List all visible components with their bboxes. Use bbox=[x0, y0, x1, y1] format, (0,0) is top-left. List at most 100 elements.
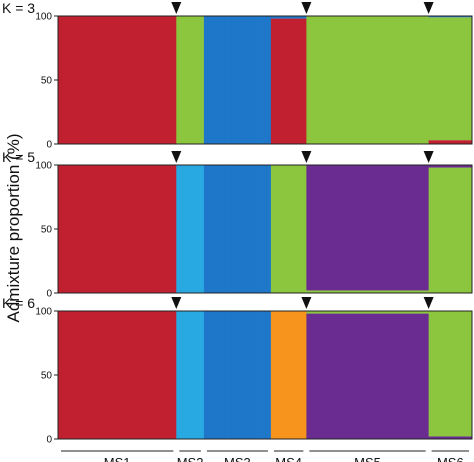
bar-segment bbox=[341, 313, 347, 439]
bar-segment bbox=[404, 165, 410, 291]
bar-segment bbox=[77, 311, 83, 439]
panel-label: K = 3 bbox=[2, 0, 35, 16]
bar-segment bbox=[432, 140, 437, 144]
bar-segment bbox=[401, 165, 406, 291]
bar-segment bbox=[341, 165, 347, 291]
bar-segment bbox=[306, 16, 311, 144]
bar-segment bbox=[286, 16, 292, 19]
bar-segment bbox=[460, 165, 465, 168]
bar-segment bbox=[105, 311, 110, 439]
bar-segment bbox=[369, 313, 374, 439]
bar-segment bbox=[408, 311, 414, 314]
bar-segment bbox=[468, 140, 473, 144]
bar-segment bbox=[113, 16, 118, 144]
bar-segment bbox=[448, 311, 453, 437]
bar-segment bbox=[69, 311, 75, 439]
bar-segment bbox=[456, 140, 461, 144]
bar-segment bbox=[416, 16, 422, 144]
bar-segment bbox=[199, 16, 205, 144]
bar-segment bbox=[263, 16, 268, 144]
bar-segment bbox=[180, 311, 185, 439]
bar-segment bbox=[278, 16, 284, 19]
bar-segment bbox=[77, 165, 83, 293]
bar-segment bbox=[81, 165, 86, 293]
bar-segment bbox=[404, 311, 410, 314]
bar-segment bbox=[310, 16, 315, 144]
bar-segment bbox=[302, 311, 307, 439]
bar-segment bbox=[330, 290, 335, 293]
bar-segment bbox=[420, 16, 426, 144]
bar-segment bbox=[369, 165, 374, 291]
bar-segment bbox=[223, 311, 228, 439]
bar-segment bbox=[184, 311, 189, 439]
bar-segment bbox=[464, 17, 469, 141]
bar-segment bbox=[353, 311, 359, 314]
bar-segment bbox=[81, 311, 86, 439]
bar-segment bbox=[444, 140, 449, 144]
bar-segment bbox=[389, 313, 394, 439]
bar-segment bbox=[247, 311, 252, 439]
bar-segment bbox=[73, 16, 79, 144]
bar-segment bbox=[456, 436, 461, 439]
bar-segment bbox=[381, 311, 386, 314]
bar-segment bbox=[440, 311, 445, 437]
bar-segment bbox=[341, 311, 347, 314]
bar-segment bbox=[314, 290, 319, 293]
bar-segment bbox=[58, 165, 63, 293]
bar-segment bbox=[251, 16, 256, 144]
bar-segment bbox=[349, 311, 355, 314]
bar-segment bbox=[219, 16, 224, 144]
bar-segment bbox=[270, 311, 276, 439]
bar-segment bbox=[278, 18, 284, 145]
bar-segment bbox=[125, 16, 130, 144]
bar-segment bbox=[416, 311, 422, 314]
bar-segment bbox=[448, 16, 453, 18]
bar-segment bbox=[452, 167, 457, 293]
bar-segment bbox=[306, 311, 311, 314]
bar-segment bbox=[385, 165, 390, 291]
group-marker bbox=[301, 297, 312, 309]
bar-segment bbox=[432, 167, 437, 293]
bar-segment bbox=[140, 311, 146, 439]
bar-segment bbox=[121, 16, 126, 144]
bar-segment bbox=[196, 165, 201, 293]
bar-segment bbox=[69, 16, 75, 144]
bar-segment bbox=[365, 165, 370, 291]
bar-segment bbox=[176, 165, 181, 293]
bar-segment bbox=[341, 290, 347, 293]
bar-segment bbox=[337, 290, 343, 293]
bar-segment bbox=[448, 140, 453, 144]
bar-segment bbox=[294, 18, 299, 145]
bar-segment bbox=[318, 16, 323, 144]
bar-segment bbox=[164, 311, 169, 439]
bar-segment bbox=[468, 436, 473, 439]
y-tick-label: 50 bbox=[41, 371, 53, 382]
bar-segment bbox=[290, 16, 295, 19]
bar-segment bbox=[259, 165, 264, 293]
bar-segment bbox=[330, 165, 335, 291]
bar-segment bbox=[255, 165, 260, 293]
group-label: MS6 bbox=[437, 455, 464, 462]
bar-segment bbox=[184, 165, 189, 293]
bar-segment bbox=[416, 290, 422, 293]
bar-segment bbox=[310, 165, 315, 291]
bar-segment bbox=[397, 165, 402, 291]
bar-segment bbox=[207, 165, 213, 293]
bar-segment bbox=[199, 311, 205, 439]
bar-segment bbox=[121, 311, 126, 439]
panel-2: K = 5 0 50 100 bbox=[2, 149, 473, 300]
bar-segment bbox=[361, 311, 366, 314]
bar-segment bbox=[393, 16, 398, 144]
bar-segment bbox=[278, 165, 284, 293]
bar-segment bbox=[160, 311, 165, 439]
bar-segment bbox=[464, 140, 469, 144]
bar-segment bbox=[448, 17, 453, 141]
bar-segment bbox=[345, 313, 351, 439]
bar-segment bbox=[440, 436, 445, 439]
bar-segment bbox=[412, 313, 418, 439]
group-label: MS1 bbox=[104, 455, 131, 462]
bar-segment bbox=[172, 165, 177, 293]
bar-segment bbox=[373, 16, 378, 144]
bar-segment bbox=[322, 313, 327, 439]
bar-segment bbox=[345, 165, 351, 291]
